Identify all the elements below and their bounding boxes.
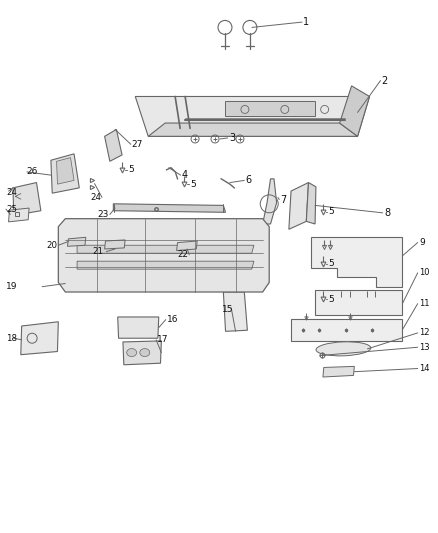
Polygon shape: [113, 204, 226, 212]
Polygon shape: [21, 322, 58, 354]
Polygon shape: [57, 158, 74, 184]
Polygon shape: [323, 366, 354, 377]
Text: 26: 26: [26, 167, 37, 176]
Text: 20: 20: [46, 241, 57, 250]
Polygon shape: [311, 237, 403, 287]
Polygon shape: [315, 290, 403, 316]
Text: 5: 5: [129, 165, 134, 174]
Polygon shape: [77, 245, 254, 253]
Polygon shape: [289, 183, 308, 229]
Polygon shape: [58, 219, 269, 292]
Text: 5: 5: [191, 180, 196, 189]
Text: 2: 2: [381, 76, 388, 85]
Text: 13: 13: [419, 343, 430, 352]
Polygon shape: [77, 261, 254, 269]
Text: 11: 11: [419, 299, 430, 308]
Text: 8: 8: [384, 208, 390, 218]
Polygon shape: [118, 317, 159, 338]
Bar: [225, 101, 314, 116]
Text: 23: 23: [98, 210, 109, 219]
Text: 15: 15: [222, 304, 233, 313]
Text: 19: 19: [6, 282, 18, 291]
Polygon shape: [263, 179, 277, 224]
Text: 17: 17: [157, 335, 169, 344]
Ellipse shape: [127, 349, 137, 357]
Text: 6: 6: [246, 175, 252, 185]
Polygon shape: [105, 130, 122, 161]
Text: 3: 3: [229, 133, 235, 143]
Text: 7: 7: [280, 195, 286, 205]
Text: 22: 22: [177, 251, 188, 260]
Ellipse shape: [316, 342, 371, 356]
Text: 25: 25: [6, 205, 17, 214]
Text: 10: 10: [419, 269, 430, 277]
Text: 4: 4: [182, 170, 188, 180]
Polygon shape: [67, 237, 86, 246]
Polygon shape: [13, 183, 41, 215]
Polygon shape: [135, 96, 370, 136]
Text: 1: 1: [303, 17, 309, 27]
Polygon shape: [306, 183, 316, 224]
Text: 24: 24: [6, 188, 17, 197]
Text: 18: 18: [6, 334, 17, 343]
Text: 5: 5: [328, 295, 334, 304]
Polygon shape: [291, 319, 403, 341]
Polygon shape: [9, 208, 29, 222]
Text: 16: 16: [166, 315, 178, 324]
Polygon shape: [148, 123, 357, 136]
Text: 24: 24: [90, 193, 101, 202]
Text: 9: 9: [419, 238, 425, 247]
Text: 5: 5: [328, 207, 334, 216]
Text: 12: 12: [419, 328, 430, 337]
Ellipse shape: [140, 349, 150, 357]
Polygon shape: [177, 241, 197, 251]
Polygon shape: [123, 341, 161, 365]
Polygon shape: [223, 292, 247, 332]
Text: 27: 27: [132, 140, 143, 149]
Polygon shape: [51, 154, 79, 193]
Text: 14: 14: [419, 364, 430, 373]
Text: 21: 21: [92, 247, 103, 256]
Polygon shape: [339, 86, 370, 136]
Polygon shape: [105, 240, 125, 249]
Text: 5: 5: [328, 260, 334, 268]
